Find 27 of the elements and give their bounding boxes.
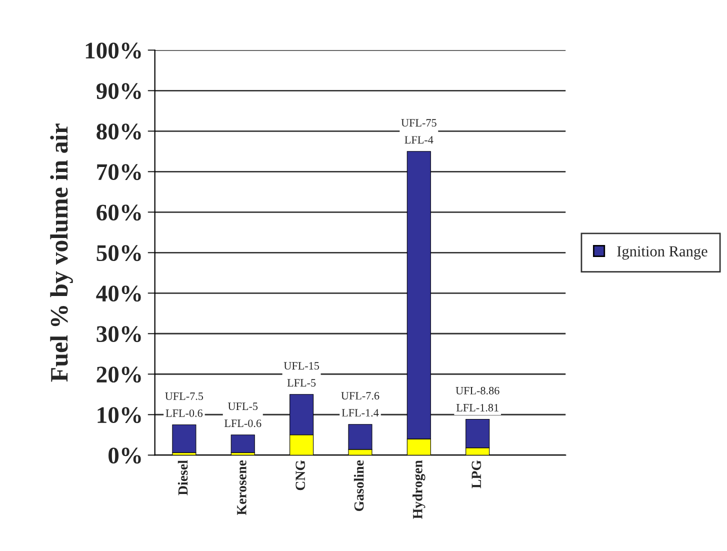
y-tick-label: 90% [96,83,141,100]
x-tick-label: Gasoline [354,460,364,512]
x-tick-label: Diesel [178,460,188,496]
y-tick-label: 10% [98,407,141,424]
y-tick-label: 50% [96,245,141,262]
y-axis-title: Fuel % by volume in air [50,124,73,382]
y-tick-label: 80% [96,124,141,140]
bar [172,424,196,453]
annotation: UFL-15 LFL-5 [284,362,320,387]
annotation: UFL-7.6 LFL-1.4 [341,392,380,417]
y-tick-label: 70% [97,164,141,180]
x-tick-label: CNG [296,460,306,490]
x-tick-label: LPG [472,460,482,488]
annotation: UFL-5 LFL-0.6 [224,402,262,428]
y-tick-label: 40% [96,286,141,302]
y-tick-label: 0% [108,448,141,464]
bar [230,434,255,453]
x-tick-label: Kerosene [237,460,246,516]
x-tick-label: Hydrogen [412,460,426,519]
legend-label: Ignition Range [617,246,708,260]
annotation: UFL-75 LFL-4 [401,119,436,144]
y-tick-label: 100% [86,42,141,59]
annotation: UFL-8.86 LFL-1.81 [456,386,500,412]
annotation: UFL-7.5 LFL-0.6 [165,392,204,417]
y-tick-label: 20% [96,366,141,383]
y-tick-label: 60% [96,204,141,221]
y-tick-label: 30% [96,326,141,342]
